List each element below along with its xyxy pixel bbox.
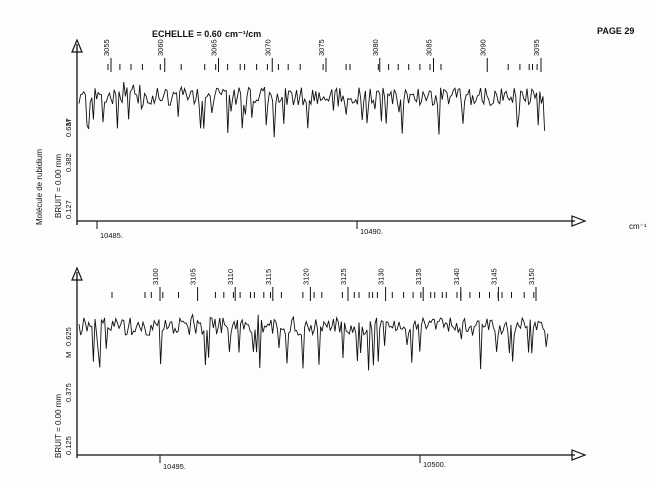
top-assignment-label-1: 3060 — [156, 39, 165, 56]
bottom-noise-caption: BRUIT = 0.00 mm — [54, 394, 63, 458]
top-spectrum-trace — [78, 81, 546, 138]
top-marker-label: M — [64, 120, 73, 126]
top-noise-caption: BRUIT = 0.00 mm — [54, 154, 63, 218]
top-panel: cm⁻¹ Molécule de rubidium BRUIT = 0.00 m… — [35, 38, 647, 240]
bottom-assignment-label-1: 3105 — [189, 268, 198, 285]
top-x-tick-label-1: 10490. — [360, 227, 383, 236]
bottom-x-tick-label-1: 10500. — [423, 460, 446, 469]
top-y-tick-label-0: 0.127 — [64, 200, 73, 219]
scale-label: ECHELLE = 0.60 — [152, 29, 222, 39]
top-assignment-label-8: 3095 — [532, 39, 541, 56]
page-number: PAGE 29 — [597, 26, 634, 36]
top-assignment-label-3: 3070 — [263, 39, 272, 56]
bottom-assignment-labels: 3100 3105 3110 3115 3120 3125 3130 3135 3140 3145… — [151, 268, 537, 301]
bottom-assignment-label-3: 3115 — [264, 269, 273, 285]
top-assignment-label-2: 3065 — [210, 39, 219, 56]
scale-unit: cm⁻¹/cm — [225, 29, 261, 39]
bottom-x-axis-arrow — [571, 449, 587, 461]
top-line-markers — [107, 64, 538, 70]
bottom-y-tick-label-1: 0.375 — [64, 383, 73, 402]
top-assignment-label-5: 3080 — [371, 39, 380, 56]
bottom-y-tick-label-0: 0.125 — [64, 436, 73, 455]
bottom-assignment-label-2: 3110 — [226, 269, 235, 285]
top-assignment-label-6: 3085 — [425, 39, 434, 56]
top-assignment-label-0: 3055 — [102, 39, 111, 56]
top-y-tick-label-1: 0.382 — [64, 153, 73, 172]
bottom-assignment-label-4: 3120 — [301, 268, 310, 285]
molecule-caption: Molécule de rubidium — [35, 149, 44, 225]
top-x-tick-label-0: 10485. — [100, 231, 123, 240]
top-assignment-labels: 3055 3060 3065 3070 3075 3080 3085 3090 3095 — [102, 39, 542, 72]
bottom-spectrum-trace — [78, 312, 549, 371]
top-y-tick-label-2: 0.637 — [64, 118, 73, 137]
top-x-axis-arrow — [571, 215, 587, 227]
bottom-panel: BRUIT = 0.00 mm 0.125 0.375 0.625 M 1049… — [54, 266, 587, 471]
bottom-assignment-label-5: 3125 — [339, 268, 348, 285]
top-x-unit: cm⁻¹ — [629, 222, 647, 231]
bottom-assignment-label-9: 3145 — [489, 268, 498, 285]
bottom-assignment-label-6: 3130 — [377, 268, 386, 285]
bottom-marker-label: M — [64, 352, 73, 358]
bottom-x-tick-label-0: 10495. — [163, 462, 186, 471]
bottom-assignment-label-7: 3135 — [414, 268, 423, 285]
bottom-y-axis-arrow — [71, 266, 83, 281]
top-assignment-label-4: 3075 — [317, 39, 326, 56]
bottom-assignment-label-10: 3150 — [527, 268, 536, 285]
bottom-assignment-label-8: 3140 — [452, 268, 461, 285]
bottom-y-tick-label-2: 0.625 — [64, 327, 73, 346]
bottom-line-markers — [111, 292, 535, 298]
top-y-axis-arrow — [71, 38, 83, 53]
bottom-assignment-label-0: 3100 — [151, 268, 160, 285]
top-assignment-label-7: 3090 — [478, 39, 487, 56]
